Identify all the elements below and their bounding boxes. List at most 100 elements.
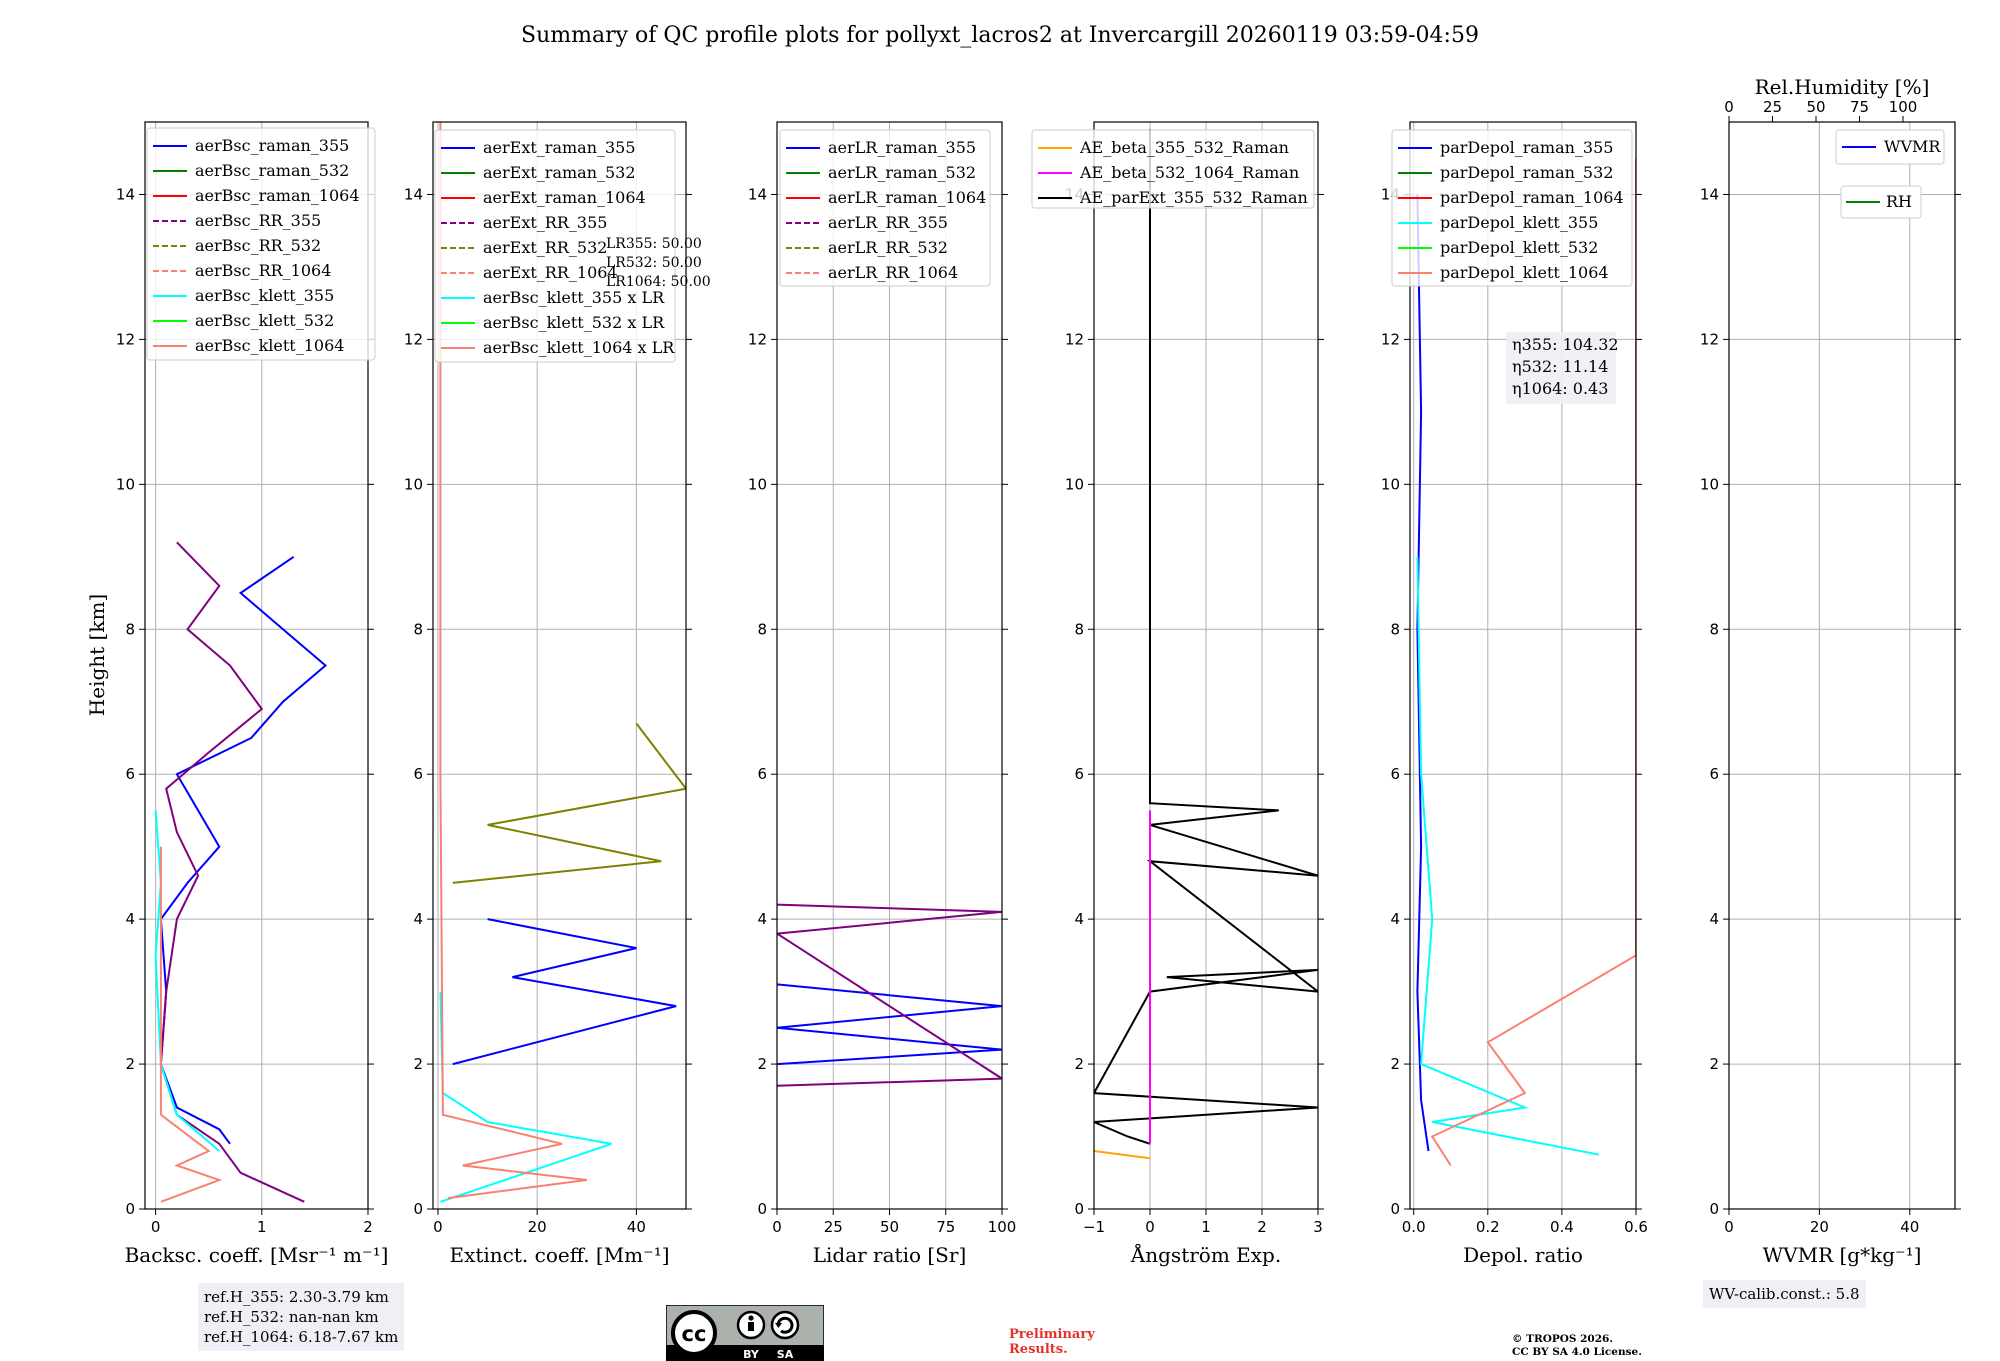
sa-text: SA — [777, 1348, 794, 1361]
preliminary-note: Preliminary Results. — [1009, 1327, 1095, 1357]
y-tick-label: 6 — [125, 765, 135, 783]
y-tick-label: 14 — [116, 185, 135, 203]
series-aerBsc_klett_1064 — [159, 846, 223, 1203]
reference-heights-box: ref.H_355: 2.30-3.79 km ref.H_532: nan-n… — [198, 1283, 405, 1351]
series-aerExt_RR_532 — [452, 722, 686, 884]
y-tick-label: 6 — [1709, 765, 1719, 783]
legend-entry: aerExt_RR_1064 — [483, 263, 618, 282]
y-tick-label: 10 — [748, 475, 767, 493]
panel-ae: −1012302468101214Ångström Exp.AE_beta_35… — [1031, 121, 1324, 1267]
x-axis-label-lr: Lidar ratio [Sr] — [813, 1243, 967, 1267]
x-tick-label: 50 — [880, 1218, 899, 1236]
copyright-note: © TROPOS 2026. CC BY SA 4.0 License. — [1512, 1333, 1642, 1359]
x-tick-label: 0.2 — [1476, 1218, 1500, 1236]
x-tick-label: 25 — [824, 1218, 843, 1236]
legend-entry: aerLR_RR_532 — [828, 238, 948, 257]
y-tick-label: 8 — [125, 620, 135, 638]
eta-line: η1064: 0.43 — [1512, 379, 1608, 398]
y-tick-label: 6 — [413, 765, 423, 783]
ref-height-1064: ref.H_1064: 6.18-7.67 km — [204, 1328, 399, 1346]
copyright-line-2: CC BY SA 4.0 License. — [1512, 1346, 1642, 1358]
x-tick-label: 2 — [363, 1218, 373, 1236]
series-aerExt_raman_355 — [452, 918, 677, 1066]
preliminary-line-2: Results. — [1009, 1342, 1068, 1357]
y-tick-label: 4 — [413, 910, 423, 928]
top-tick-label: 50 — [1806, 98, 1825, 116]
y-tick-label: 12 — [1700, 330, 1719, 348]
legend-entry: aerBsc_RR_1064 — [195, 261, 331, 280]
grid-ae — [1093, 122, 1319, 1210]
series-aerBsc_klett_1064 x LR — [439, 122, 587, 1200]
y-tick-label: 8 — [757, 620, 767, 638]
legend-entry: aerBsc_RR_532 — [195, 236, 321, 255]
legend-entry: parDepol_raman_355 — [1440, 138, 1613, 157]
y-tick-label: 10 — [116, 475, 135, 493]
x-tick-label: 0 — [772, 1218, 782, 1236]
legend-bsc: aerBsc_raman_355 aerBsc_raman_532 aerBsc_r… — [146, 127, 376, 361]
legend-entry: WVMR — [1884, 137, 1941, 156]
eta-box: η355: 104.32 η532: 11.14 η1064: 0.43 — [1506, 332, 1619, 404]
legend-entry: aerLR_raman_532 — [828, 163, 976, 182]
series-AE_beta_355_532_Raman — [1094, 1150, 1151, 1160]
axes-frame-dep — [1409, 121, 1637, 1210]
x-tick-label: 1 — [1201, 1218, 1211, 1236]
legend-wv: WVMR RH — [1835, 129, 1945, 219]
top-tick-label: 0 — [1724, 98, 1734, 116]
y-tick-label: 0 — [1390, 1200, 1400, 1218]
series-group-ext — [439, 122, 686, 1203]
figure-title: Summary of QC profile plots for pollyxt_… — [521, 23, 1479, 48]
legend-entry: aerExt_RR_355 — [483, 213, 607, 232]
panel-ext: 0 20 40 0 2 4 6 8 10 12 14 Extinct. coeff. [Mm⁻¹] ae… — [404, 121, 711, 1267]
legend-dep: parDepol_raman_355 parDepol_raman_532 parD… — [1391, 129, 1633, 287]
top-tick-label: 100 — [1889, 98, 1918, 116]
by-text: BY — [743, 1348, 760, 1361]
cc-text: cc — [682, 1322, 707, 1346]
y-tick-label: 6 — [1074, 765, 1084, 783]
legend-entry: aerBsc_raman_355 — [195, 136, 349, 155]
eta-line: η532: 11.14 — [1512, 357, 1608, 376]
legend-entry: aerLR_RR_355 — [828, 213, 948, 232]
x-tick-label: 75 — [936, 1218, 955, 1236]
y-tick-label: 2 — [1074, 1055, 1084, 1073]
legend-entry: AE_beta_355_532_Raman — [1079, 138, 1289, 157]
legend-entry: aerBsc_RR_355 — [195, 211, 321, 230]
axes-frame-bsc — [144, 121, 369, 1210]
legend-box — [1840, 185, 1922, 219]
legend-entry: parDepol_klett_1064 — [1440, 263, 1609, 282]
y-tick-label: 0 — [1709, 1200, 1719, 1218]
y-tick-label: 14 — [748, 185, 767, 203]
y-tick-label: 12 — [1065, 330, 1084, 348]
legend-entry: aerLR_raman_355 — [828, 138, 976, 157]
x-tick-label: 0 — [1145, 1218, 1155, 1236]
series-aerBsc_raman_355 — [159, 555, 328, 1145]
ref-height-355: ref.H_355: 2.30-3.79 km — [204, 1288, 389, 1306]
legend-lr: aerLR_raman_355 aerLR_raman_532 aerLR_rama… — [779, 129, 991, 287]
preliminary-line-1: Preliminary — [1009, 1327, 1095, 1342]
y-tick-label: 14 — [404, 185, 423, 203]
x-tick-label: 0 — [433, 1218, 443, 1236]
y-tick-label: 2 — [757, 1055, 767, 1073]
x-axis-label-wv: WVMR [g*kg⁻¹] — [1763, 1243, 1922, 1267]
axes-frame-wv — [1728, 121, 1956, 1210]
wv-calib-text: WV-calib.const.: 5.8 — [1709, 1285, 1860, 1303]
x-axis-label-bsc: Backsc. coeff. [Msr⁻¹ m⁻¹] — [125, 1243, 389, 1267]
series-group-lr — [777, 903, 1002, 1087]
series-AE_parExt_355_532_Raman — [1094, 129, 1318, 1145]
legend-entry: aerBsc_klett_1064 — [195, 336, 344, 355]
x-tick-label: 0 — [151, 1218, 161, 1236]
x-tick-label: 0.0 — [1402, 1218, 1426, 1236]
x-axis-label-ae: Ångström Exp. — [1130, 1242, 1281, 1267]
legend-entry: aerBsc_klett_355 — [195, 286, 334, 305]
top-tick-label: 25 — [1763, 98, 1782, 116]
x-tick-label: 0.6 — [1624, 1218, 1648, 1236]
legend-entry: aerBsc_klett_532 x LR — [483, 313, 665, 332]
grid-wv — [1728, 122, 1955, 1210]
legend-box — [1031, 129, 1315, 209]
y-tick-label: 10 — [1065, 475, 1084, 493]
panel-lr: 0 25 50 75 100 0 2 4 6 8 10 12 14 Lidar ratio [Sr] aer… — [748, 121, 1016, 1267]
panel-wv: 0 20 40 0 2 4 6 8 10 12 14 WVMR [g*kg⁻¹] Rel.Humidit… — [1700, 75, 1961, 1267]
y-tick-label: 14 — [1700, 185, 1719, 203]
y-tick-label: 0 — [413, 1200, 423, 1218]
